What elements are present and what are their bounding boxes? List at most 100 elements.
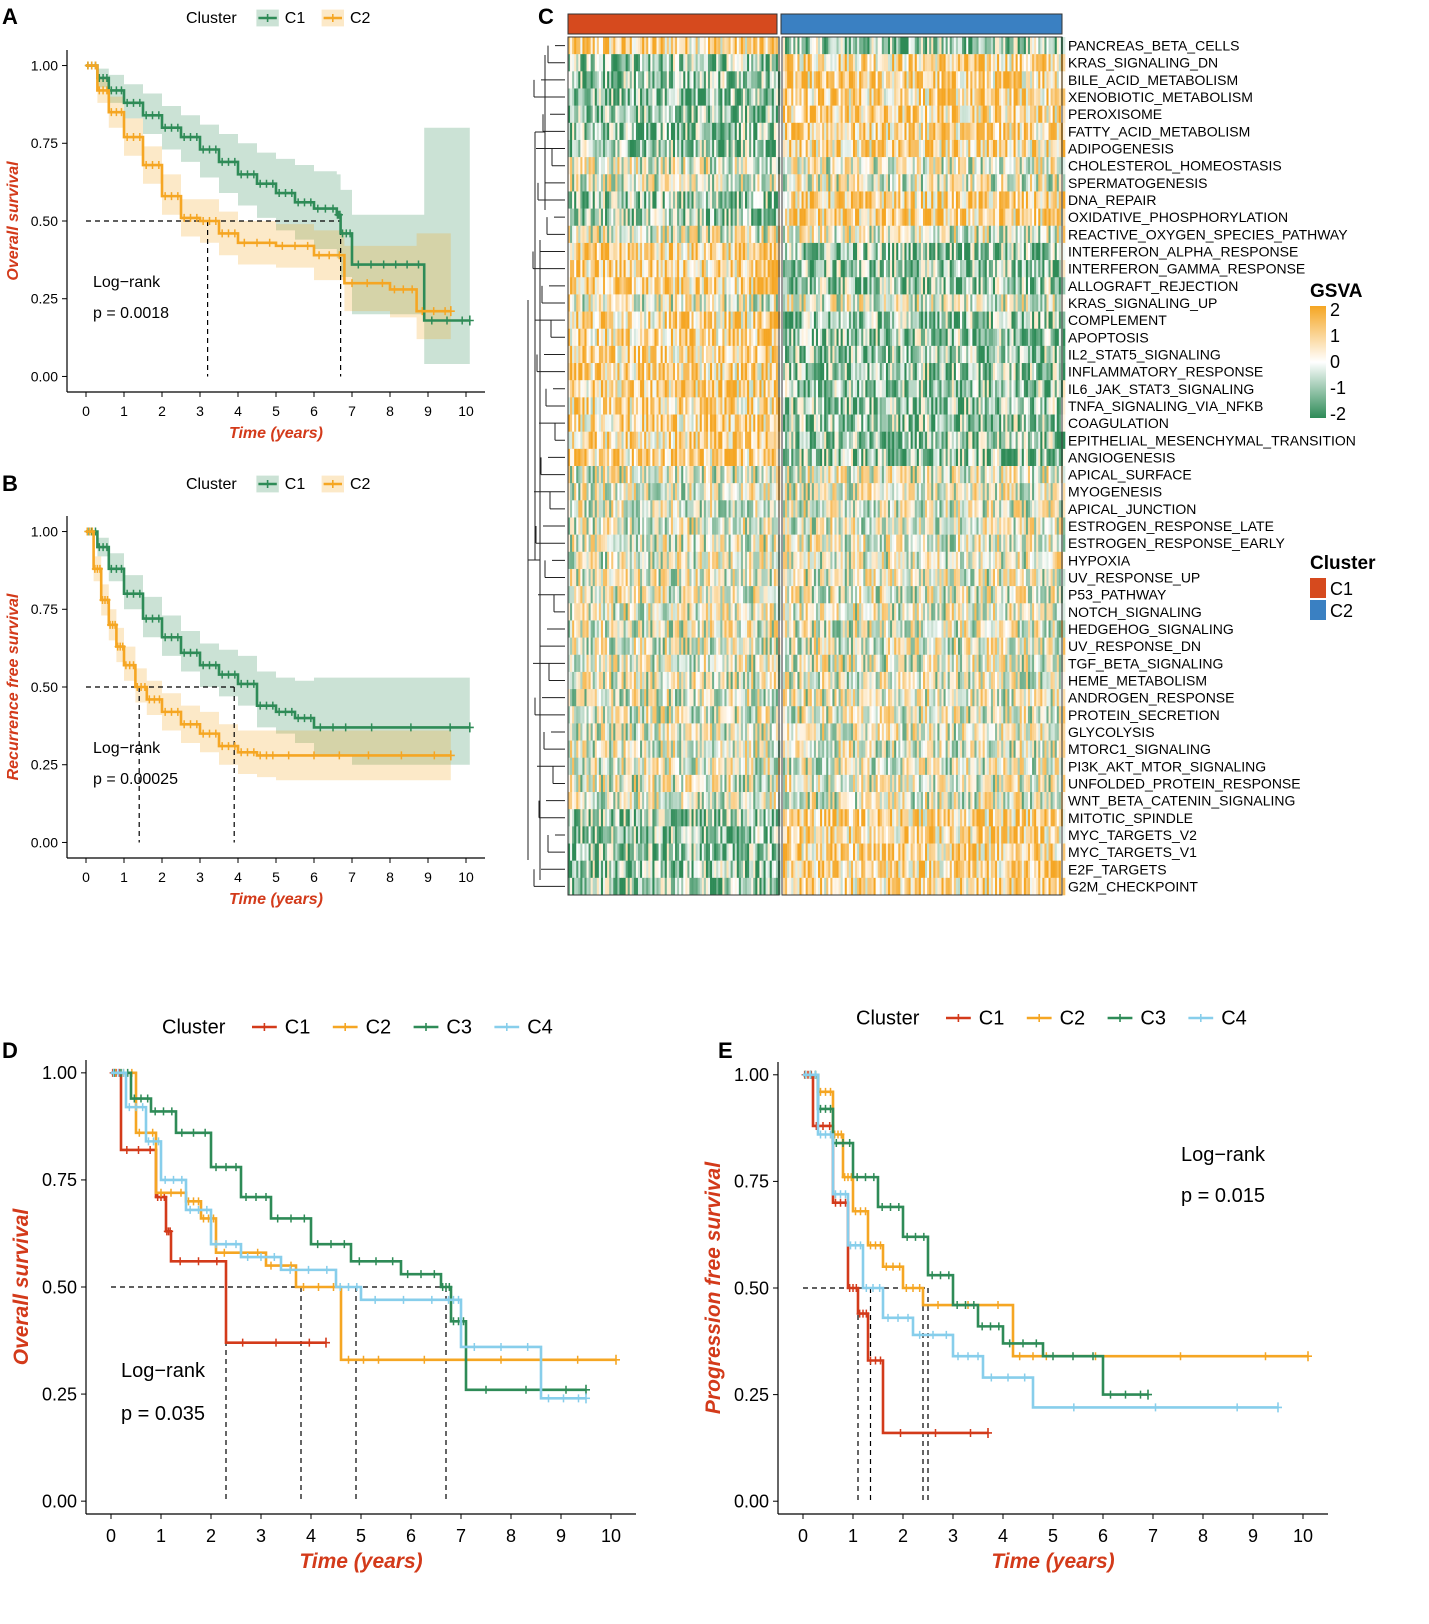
heatmap-cell <box>714 157 717 175</box>
heatmap-cell <box>765 191 768 209</box>
censor-mark-c2 <box>136 133 143 142</box>
heatmap-cell <box>775 37 779 55</box>
heatmap-cell <box>799 328 802 347</box>
heatmap-cell <box>650 345 653 364</box>
heatmap-cell <box>906 174 909 192</box>
heatmap-cell <box>720 345 723 364</box>
heatmap-cell <box>1046 71 1049 89</box>
heatmap-cell <box>830 328 833 347</box>
heatmap-cell <box>742 328 746 347</box>
heatmap-cell <box>1009 277 1012 295</box>
heatmap-cell <box>732 328 736 347</box>
heatmap-cell <box>832 54 835 72</box>
heatmap-cell <box>602 37 606 55</box>
heatmap-cell <box>863 54 866 72</box>
heatmap-cell <box>871 191 874 209</box>
heatmap-cell <box>590 242 593 261</box>
heatmap-cell <box>1005 191 1008 209</box>
heatmap-cell <box>623 157 626 175</box>
heatmap-cell <box>925 277 928 295</box>
heatmap-cell <box>805 277 809 295</box>
heatmap-cell <box>701 174 705 192</box>
heatmap-cell <box>666 225 670 244</box>
heatmap-cell <box>789 71 792 89</box>
heatmap-cell <box>912 225 916 244</box>
heatmap-cell <box>759 225 762 244</box>
heatmap-cell <box>568 105 571 124</box>
heatmap-cell <box>916 294 920 312</box>
heatmap-cell <box>984 225 988 244</box>
heatmap-cell <box>807 311 811 330</box>
heatmap-cell <box>865 191 868 209</box>
heatmap-cell <box>625 157 628 175</box>
heatmap-cell <box>783 122 786 141</box>
heatmap-cell <box>1021 191 1025 209</box>
heatmap-cell <box>805 208 809 227</box>
heatmap-cell <box>707 328 711 347</box>
heatmap-cell <box>600 139 604 158</box>
heatmap-cell <box>734 37 738 55</box>
heatmap-cell <box>654 71 657 89</box>
heatmap-cell <box>699 174 703 192</box>
heatmap-cell <box>949 225 953 244</box>
heatmap-cell <box>586 71 589 89</box>
heatmap-cell <box>635 225 639 244</box>
heatmap-cell <box>1036 294 1039 312</box>
heatmap-cell <box>576 294 579 312</box>
heatmap-cell <box>799 54 802 72</box>
heatmap-cell <box>672 122 676 141</box>
heatmap-cell <box>646 345 649 364</box>
heatmap-cell <box>869 328 872 347</box>
heatmap-cell <box>773 294 777 312</box>
heatmap-cell <box>691 88 694 106</box>
heatmap-cell <box>914 208 918 227</box>
heatmap-cell <box>838 260 841 278</box>
heatmap-cell <box>677 328 680 347</box>
heatmap-cell <box>957 174 961 192</box>
heatmap-cell <box>751 157 754 175</box>
heatmap-cell <box>904 122 907 141</box>
heatmap-cell <box>726 260 729 278</box>
heatmap-cell <box>908 345 911 364</box>
heatmap-cell <box>658 139 661 158</box>
heatmap-cell <box>986 260 990 278</box>
heatmap-cell <box>584 139 587 158</box>
heatmap-cell <box>850 345 854 364</box>
heatmap-cell <box>999 139 1002 158</box>
heatmap-cell <box>732 37 736 55</box>
heatmap-cell <box>578 122 581 141</box>
heatmap-cell <box>820 225 823 244</box>
heatmap-cell <box>793 37 796 55</box>
heatmap-cell <box>611 363 614 381</box>
heatmap-cell <box>925 294 928 312</box>
heatmap-cell <box>767 191 771 209</box>
heatmap-cell <box>658 294 661 312</box>
heatmap-cell <box>997 122 1000 141</box>
heatmap-cell <box>929 71 932 89</box>
heatmap-cell <box>611 225 614 244</box>
heatmap-cell <box>857 37 860 55</box>
heatmap-cell <box>763 71 766 89</box>
heatmap-cell <box>775 71 779 89</box>
heatmap-cell <box>838 157 841 175</box>
heatmap-cell <box>677 208 680 227</box>
heatmap-cell <box>714 225 717 244</box>
heatmap-cell <box>960 225 963 244</box>
heatmap-cell <box>590 71 593 89</box>
heatmap-cell <box>742 71 746 89</box>
heatmap-cell <box>1030 54 1033 72</box>
heatmap-cell <box>820 157 823 175</box>
heatmap-cell <box>1062 311 1066 330</box>
heatmap-cell <box>613 294 616 312</box>
heatmap-cell <box>982 122 986 141</box>
panel-label-c: C <box>538 4 554 29</box>
heatmap-cell <box>1052 54 1056 72</box>
heatmap-cell <box>1056 208 1060 227</box>
heatmap-cell <box>625 139 628 158</box>
heatmap-cell <box>995 294 998 312</box>
heatmap-cell <box>613 208 616 227</box>
heatmap-cell <box>949 88 953 106</box>
heatmap-cell <box>986 191 990 209</box>
heatmap-cell <box>644 174 647 192</box>
heatmap-cell <box>791 105 794 124</box>
